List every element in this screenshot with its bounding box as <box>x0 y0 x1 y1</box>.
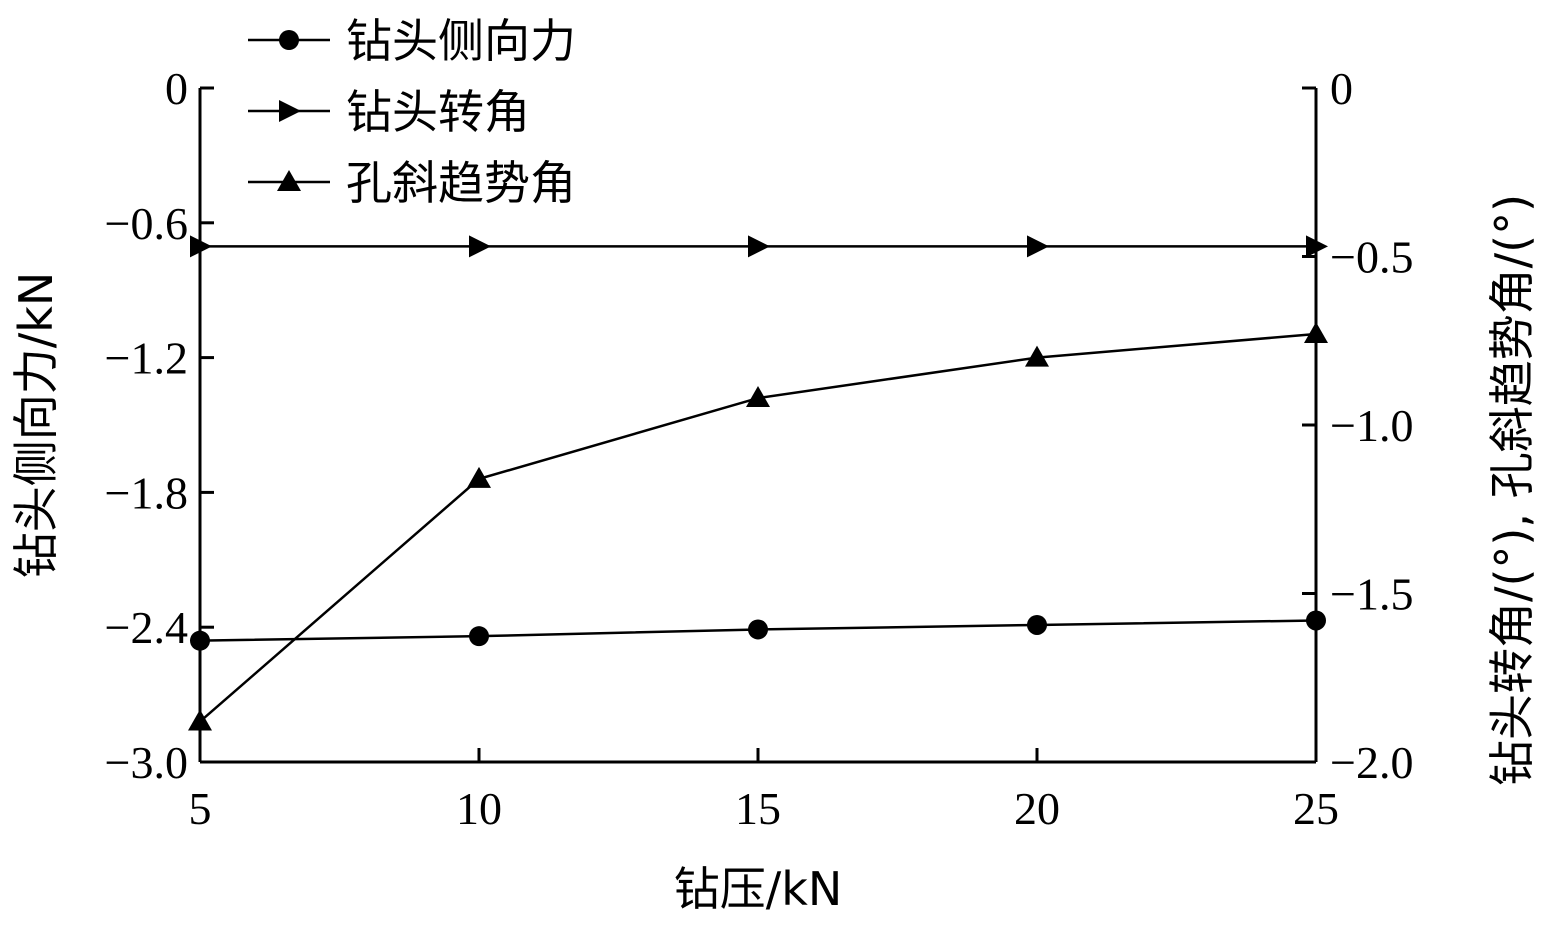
data-point <box>469 235 491 258</box>
data-point <box>188 709 212 731</box>
data-point <box>190 235 212 258</box>
data-point <box>190 630 210 651</box>
left-y-tick-label: −1.2 <box>105 333 188 384</box>
legend-label: 钻头侧向力 <box>346 14 576 68</box>
data-point <box>1025 345 1049 367</box>
right-y-tick-label: −0.5 <box>1330 232 1413 283</box>
x-tick-label: 10 <box>456 783 502 834</box>
data-point <box>467 466 491 488</box>
legend-marker <box>277 170 301 191</box>
legend-marker <box>279 30 299 50</box>
data-point <box>1306 610 1326 631</box>
data-point <box>1027 614 1047 635</box>
data-point <box>469 626 489 647</box>
series-2 <box>190 235 1328 258</box>
ticks <box>198 86 1318 764</box>
x-tick-label: 5 <box>189 783 212 834</box>
right-y-tick-label: −1.0 <box>1330 400 1413 451</box>
legend-item: 钻头转角 <box>248 85 530 139</box>
x-tick-label: 25 <box>1293 783 1339 834</box>
legend-label: 孔斜趋势角 <box>346 156 576 210</box>
data-point <box>746 386 770 408</box>
left-y-axis-title: 钻头侧向力/kN <box>9 272 63 579</box>
data-point <box>1306 235 1328 258</box>
left-y-tick-label: −3.0 <box>105 737 188 788</box>
x-tick-label: 20 <box>1014 783 1060 834</box>
left-y-tick-label: −1.8 <box>105 467 188 518</box>
legend-marker <box>279 100 301 122</box>
legend-item: 钻头侧向力 <box>248 14 576 68</box>
x-axis-title: 钻压/kN <box>674 862 843 916</box>
legend-item: 孔斜趋势角 <box>248 156 576 210</box>
data-point <box>748 235 770 258</box>
tick-labels: 5 10 15 20 25 0 −0.6 −1.2 −1.8 −2.4 −3.0 0 −0.5 −1.0 −… <box>105 63 1414 834</box>
series-1 <box>190 610 1326 651</box>
data-point <box>1027 235 1049 258</box>
left-y-tick-label: −0.6 <box>105 198 188 249</box>
series-3 <box>188 322 1328 731</box>
data-point <box>1304 322 1328 344</box>
right-y-tick-label: 0 <box>1330 63 1353 114</box>
right-y-axis-title: 钻头转角/(°), 孔斜趋势角/(°) <box>1485 194 1539 786</box>
legend-label: 钻头转角 <box>346 85 530 139</box>
data-point <box>748 619 768 640</box>
left-y-tick-label: 0 <box>165 63 188 114</box>
right-y-tick-label: −1.5 <box>1330 569 1413 620</box>
series-layer <box>188 235 1328 731</box>
right-y-tick-label: −2.0 <box>1330 737 1413 788</box>
x-tick-label: 15 <box>735 783 781 834</box>
left-y-tick-label: −2.4 <box>105 602 188 653</box>
